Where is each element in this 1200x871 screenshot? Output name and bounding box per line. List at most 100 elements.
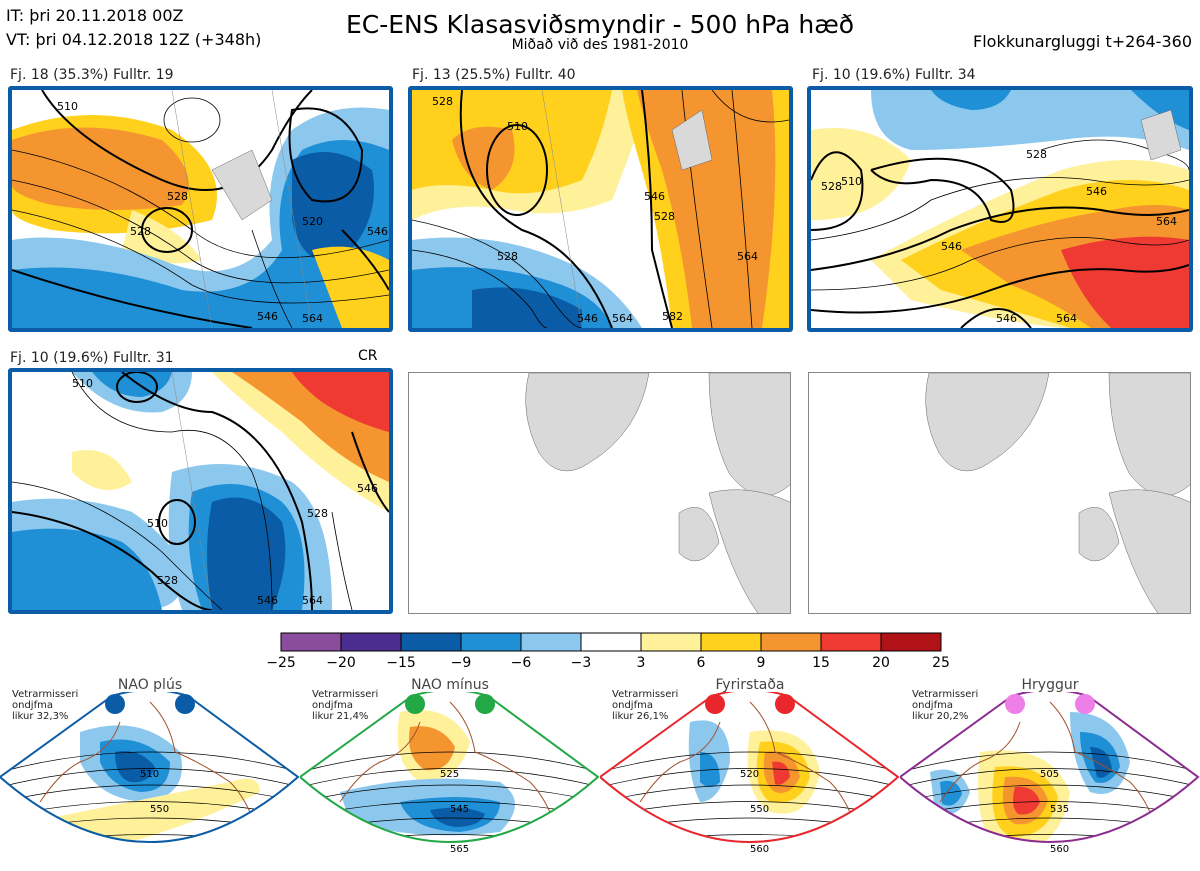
regime-marker-dot	[1005, 694, 1025, 714]
contour-label: 546	[367, 225, 388, 238]
regime-note: likur 32,3%	[12, 711, 69, 722]
colorbar-swatch	[520, 632, 582, 652]
regime-outline	[600, 692, 900, 843]
regime-title: Hryggur	[1021, 677, 1079, 693]
anomaly-fill	[1010, 860, 1040, 867]
colorbar-tick-label: 25	[932, 655, 950, 671]
regime-note: likur 26,1%	[612, 711, 669, 722]
regime-title: Fyrirstaða	[715, 677, 785, 693]
regime-note: ondjfma	[612, 700, 653, 711]
contour-label: 528	[1026, 148, 1047, 161]
coastline	[339, 701, 561, 842]
colorbar-swatch	[400, 632, 462, 652]
height-contour	[300, 784, 598, 803]
regime-map[interactable]: 510 550	[0, 692, 300, 867]
colorbar-tick-label: −3	[570, 655, 592, 671]
regime-map[interactable]: 525 545 565	[300, 692, 600, 867]
regime-marker-dot	[405, 694, 425, 714]
regime-map[interactable]: 505 535 560	[900, 692, 1200, 867]
regime-contour-label: 560	[1050, 844, 1069, 855]
contour-label: 510	[841, 175, 862, 188]
classification-window: Flokkunargluggi t+264-360	[973, 32, 1192, 51]
colorbar-swatch	[700, 632, 762, 652]
colorbar-swatch	[820, 632, 882, 652]
regime-marker-dot	[1075, 694, 1095, 714]
regime-outline	[0, 692, 300, 843]
panel-tag-cr: CR	[358, 348, 378, 364]
cluster-map-1[interactable]: 510 528 528 520 546 546 564	[8, 86, 393, 332]
height-contour	[0, 784, 298, 803]
height-contour	[0, 751, 298, 773]
coastline	[39, 701, 261, 842]
regime-note: likur 21,4%	[312, 711, 369, 722]
page-title: EC-ENS Klasasviðsmyndir - 500 hPa hæð	[345, 10, 855, 39]
height-contour	[600, 784, 898, 803]
contour-label: 528	[497, 250, 518, 263]
anomaly-colorbar	[280, 632, 942, 652]
colorbar-tick-label: −25	[266, 655, 296, 671]
contour-label: 528	[167, 190, 188, 203]
empty-map-5	[408, 372, 791, 614]
height-contour	[0, 851, 300, 862]
contour-label: 564	[612, 312, 633, 325]
contour-label: 510	[72, 377, 93, 390]
panel-label-1: Fj. 18 (35.3%) Fulltr. 19	[10, 67, 174, 83]
contour-label: 582	[662, 310, 683, 323]
coastline	[639, 701, 861, 842]
regime-contour-label: 550	[750, 804, 769, 815]
regime-contour-label: 550	[150, 804, 169, 815]
anomaly-fill	[940, 780, 962, 806]
regime-outline	[900, 692, 1200, 843]
anomaly-fill	[430, 807, 485, 827]
cluster-map-3[interactable]: 528 510 528 546 564 546 546 564	[807, 86, 1193, 332]
regime-map[interactable]: 520 550 560	[600, 692, 900, 867]
contour-label: 564	[1156, 215, 1177, 228]
contour-label: 528	[307, 507, 328, 520]
contour-label: 528	[432, 95, 453, 108]
regime-marker-dot	[475, 694, 495, 714]
contour-label: 546	[357, 482, 378, 495]
contour-label: 546	[644, 190, 665, 203]
regime-contour-label: 560	[750, 844, 769, 855]
contour-label: 564	[737, 250, 758, 263]
panel-label-2: Fj. 13 (25.5%) Fulltr. 40	[412, 67, 576, 83]
colorbar-tick-label: 9	[756, 655, 766, 671]
height-contour	[600, 768, 898, 788]
anomaly-fill	[772, 761, 790, 785]
panel-label-3: Fj. 10 (19.6%) Fulltr. 34	[812, 67, 976, 83]
colorbar-tick-label: 6	[696, 655, 706, 671]
contour-label: 528	[130, 225, 151, 238]
regime-marker-dot	[105, 694, 125, 714]
colorbar-tick-label: −20	[326, 655, 356, 671]
page-subtitle: Miðað við des 1981-2010	[511, 37, 689, 53]
regime-marker-dot	[775, 694, 795, 714]
contour-label: 546	[577, 312, 598, 325]
colorbar-swatch	[460, 632, 522, 652]
contour-label: 510	[147, 517, 168, 530]
regime-note: Vetrarmisseri	[612, 689, 679, 700]
regime-marker-dot	[175, 694, 195, 714]
colorbar-tick-label: 20	[872, 655, 890, 671]
valid-time: VT: þri 04.12.2018 12Z (+348h)	[6, 30, 262, 49]
regime-title: NAO plús	[117, 677, 183, 693]
height-contour	[300, 751, 598, 773]
regime-note: ondjfma	[12, 700, 53, 711]
regime-note: ondjfma	[912, 700, 953, 711]
regime-note: ondjfma	[312, 700, 353, 711]
regime-contour-label: 525	[440, 769, 459, 780]
cluster-map-2[interactable]: 528 510 528 546 528 564 546 564 582	[408, 86, 793, 332]
colorbar-tick-label: −6	[510, 655, 532, 671]
colorbar-swatch	[280, 632, 342, 652]
cluster-map-4[interactable]: 510 510 528 528 546 546 564	[8, 368, 393, 614]
regime-contour-label: 510	[140, 769, 159, 780]
regime-contour-label: 505	[1040, 769, 1059, 780]
colorbar-tick-label: −9	[450, 655, 472, 671]
height-contour	[300, 768, 598, 788]
anomaly-fill	[1013, 786, 1040, 815]
contour-label: 564	[1056, 312, 1077, 325]
colorbar-swatch	[760, 632, 822, 652]
contour-label: 546	[941, 240, 962, 253]
contour-label: 546	[257, 594, 278, 607]
anomaly-fill	[115, 751, 155, 783]
contour-label: 520	[302, 215, 323, 228]
